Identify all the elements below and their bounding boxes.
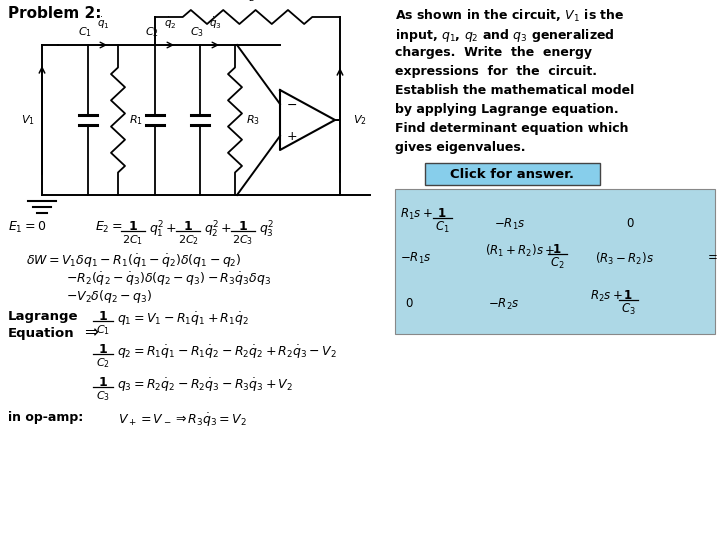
Text: Problem 2:: Problem 2:: [8, 6, 102, 21]
Text: charges.  Write  the  energy: charges. Write the energy: [395, 46, 592, 59]
Text: $= 0$: $= 0$: [705, 251, 720, 264]
Text: $C_3$: $C_3$: [621, 302, 635, 317]
Text: $R_2$: $R_2$: [240, 0, 255, 4]
Text: $R_1 s+$: $R_1 s+$: [400, 207, 433, 222]
Text: $V_+ = V_- \Rightarrow R_3\dot{q}_3 = V_2$: $V_+ = V_- \Rightarrow R_3\dot{q}_3 = V_…: [118, 411, 247, 429]
Text: $C_2$: $C_2$: [96, 356, 110, 370]
Text: expressions  for  the  circuit.: expressions for the circuit.: [395, 65, 597, 78]
Text: $C_1$: $C_1$: [78, 25, 92, 39]
Text: $\dot{q}_1$: $\dot{q}_1$: [96, 16, 109, 31]
Text: $E_2 =$: $E_2 =$: [95, 220, 122, 235]
Bar: [395, 189, 715, 334]
Text: $R_3$: $R_3$: [246, 113, 260, 127]
Text: $\Rightarrow$: $\Rightarrow$: [81, 322, 99, 340]
Text: $C_3$: $C_3$: [190, 25, 204, 39]
Text: $q_2 = R_1\dot{q}_1 - R_1\dot{q}_2 - R_2\dot{q}_2 + R_2\dot{q}_3 - V_2$: $q_2 = R_1\dot{q}_1 - R_1\dot{q}_2 - R_2…: [117, 343, 337, 361]
Text: $V_1$: $V_1$: [21, 113, 35, 127]
Text: input, $q_1$, $q_2$ and $q_3$ generalized: input, $q_1$, $q_2$ and $q_3$ generalize…: [395, 27, 615, 44]
Text: $q_1 = V_1 - R_1\dot{q}_1 + R_1\dot{q}_2$: $q_1 = V_1 - R_1\dot{q}_1 + R_1\dot{q}_2…: [117, 310, 249, 328]
Text: Establish the mathematical model: Establish the mathematical model: [395, 84, 634, 97]
Text: $(R_3-R_2)s$: $(R_3-R_2)s$: [595, 251, 654, 267]
Text: 1: 1: [99, 310, 107, 323]
Text: $+$: $+$: [286, 130, 297, 143]
Text: $- V_2\delta(q_2 - q_3)$: $- V_2\delta(q_2 - q_3)$: [66, 288, 153, 305]
Text: $- R_2(\dot{q}_2 - \dot{q}_3)\delta(q_2 - q_3) - R_3\dot{q}_3\delta q_3$: $- R_2(\dot{q}_2 - \dot{q}_3)\delta(q_2 …: [66, 270, 271, 287]
Text: As shown in the circuit, $V_1$ is the: As shown in the circuit, $V_1$ is the: [395, 8, 625, 24]
Text: Lagrange: Lagrange: [8, 310, 78, 323]
Text: $q_3^2$: $q_3^2$: [259, 220, 274, 240]
Text: $-R_2 s$: $-R_2 s$: [488, 297, 519, 312]
Text: $2C_1$: $2C_1$: [122, 233, 143, 247]
Text: $\dot{q}_3$: $\dot{q}_3$: [209, 16, 221, 31]
Text: $C_2$: $C_2$: [549, 256, 564, 271]
Text: gives eigenvalues.: gives eigenvalues.: [395, 141, 526, 154]
Text: in op-amp:: in op-amp:: [8, 411, 84, 424]
Text: $\delta W = V_1\delta q_1 - R_1(\dot{q}_1 - \dot{q}_2)\delta(q_1 - q_2)$: $\delta W = V_1\delta q_1 - R_1(\dot{q}_…: [26, 252, 242, 269]
Text: Equation: Equation: [8, 327, 75, 340]
Text: 1: 1: [99, 376, 107, 389]
Text: $q_3 = R_2\dot{q}_2 - R_2\dot{q}_3 - R_3\dot{q}_3 + V_2$: $q_3 = R_2\dot{q}_2 - R_2\dot{q}_3 - R_3…: [117, 376, 293, 394]
Text: $-R_1 s$: $-R_1 s$: [494, 217, 526, 232]
Text: $q_2^2 +$: $q_2^2 +$: [204, 220, 232, 240]
Text: $0$: $0$: [405, 297, 413, 310]
Text: 1: 1: [99, 343, 107, 356]
Text: Click for answer.: Click for answer.: [451, 167, 575, 180]
Text: $-R_1 s$: $-R_1 s$: [400, 251, 431, 266]
Text: 1: 1: [184, 220, 192, 233]
Text: $V_2$: $V_2$: [353, 113, 366, 127]
Text: $(R_1+R_2)s+$: $(R_1+R_2)s+$: [485, 243, 555, 259]
Text: $C_2$: $C_2$: [145, 25, 159, 39]
Text: 1: 1: [129, 220, 138, 233]
Text: $R_2 s+$: $R_2 s+$: [590, 289, 623, 304]
Text: $0$: $0$: [626, 217, 634, 230]
Text: $C_3$: $C_3$: [96, 389, 110, 403]
Text: $2C_3$: $2C_3$: [233, 233, 253, 247]
Text: by applying Lagrange equation.: by applying Lagrange equation.: [395, 103, 618, 116]
Text: 1: 1: [553, 243, 561, 256]
Text: 1: 1: [438, 207, 446, 220]
Text: $q_1^2 +$: $q_1^2 +$: [149, 220, 177, 240]
Text: Find determinant equation which: Find determinant equation which: [395, 122, 629, 135]
Text: 1: 1: [624, 289, 632, 302]
Text: $E_1 = 0$: $E_1 = 0$: [8, 220, 46, 235]
Text: 1: 1: [238, 220, 248, 233]
Bar: [425, 163, 600, 185]
Text: $R_1$: $R_1$: [129, 113, 143, 127]
Text: $C_1$: $C_1$: [435, 220, 449, 235]
Text: $2C_2$: $2C_2$: [178, 233, 199, 247]
Text: $-$: $-$: [286, 98, 297, 111]
Text: $\dot{q}_2$: $\dot{q}_2$: [163, 16, 176, 31]
Text: $C_1$: $C_1$: [96, 323, 110, 337]
